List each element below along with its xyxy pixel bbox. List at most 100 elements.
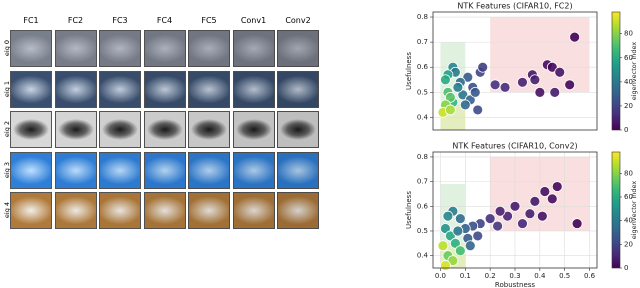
y-tick-label: 0.8 [417, 153, 428, 161]
column-label: Conv1 [240, 16, 267, 25]
scatter-point [546, 61, 558, 73]
chart-title: NTK Features (CIFAR10, FC2) [457, 2, 572, 11]
scatter-point [477, 61, 489, 73]
feature-image [10, 111, 52, 148]
feature-image [99, 192, 141, 229]
scatter-point [539, 186, 551, 197]
feature-image [10, 70, 52, 108]
column-label: FC2 [67, 16, 84, 25]
colorbar-tick-label: 80 [624, 30, 633, 38]
y-tick-label: 0.4 [417, 252, 429, 260]
feature-image [54, 151, 97, 189]
colorbar-tick-label: 0 [624, 126, 628, 134]
plot-frame [432, 151, 598, 269]
x-axis-label: Robustness [495, 281, 535, 288]
colorbar-label: eigenvector index [630, 181, 638, 240]
feature-image [277, 111, 319, 148]
x-tick-label: 0.2 [485, 272, 496, 280]
colorbar-tick-label: 60 [624, 54, 633, 62]
scatter-point [452, 225, 464, 237]
scatter-point [524, 208, 536, 220]
feature-image [143, 111, 186, 148]
scatter-point [437, 240, 449, 252]
feature-image [232, 151, 275, 189]
colorbar [611, 11, 621, 131]
colorbar [611, 151, 621, 269]
y-tick-label: 0.7 [417, 38, 428, 46]
feature-image [232, 70, 275, 108]
scatter-point [571, 218, 583, 229]
scatter-point [569, 31, 581, 43]
feature-image [232, 111, 275, 148]
feature-image [188, 192, 230, 229]
x-tick-label: 0.1 [460, 272, 471, 280]
column-label: Conv2 [285, 16, 311, 25]
image-grid: FC1 FC2 FC3 FC4 FC5 Conv1 Conv2 eig 0 eig 1 eig 2… [0, 0, 330, 240]
feature-image [232, 30, 275, 67]
scatter-point [564, 79, 576, 91]
feature-image [10, 192, 52, 229]
colorbar-tick-label: 20 [624, 240, 633, 248]
feature-image [54, 70, 97, 108]
y-tick-label: 0.4 [417, 113, 429, 121]
feature-image [54, 111, 97, 148]
colorbar-tick-label: 20 [624, 102, 633, 110]
scatter-point [449, 237, 461, 249]
y-axis-label: Usefulness [405, 191, 413, 229]
scatter-point [517, 76, 528, 88]
feature-image [143, 30, 186, 67]
feature-image [99, 151, 141, 189]
scatter-point [442, 210, 454, 222]
feature-image [10, 151, 52, 189]
feature-image [277, 192, 319, 229]
colorbar-tick-label: 40 [624, 217, 633, 225]
x-tick-label: 0.5 [559, 272, 570, 280]
scatter-point [464, 240, 476, 252]
scatter-point [529, 74, 541, 86]
y-axis-label: Usefulness [405, 52, 413, 90]
feature-image [54, 192, 97, 229]
scatter-point [551, 181, 563, 192]
scatter-point [536, 210, 548, 222]
scatter-point [444, 230, 456, 242]
scatter-point [549, 86, 561, 98]
column-label: FC3 [112, 16, 128, 25]
colorbar-tick-label: 80 [624, 169, 633, 177]
scatter-point [472, 104, 484, 116]
scatter-point [492, 220, 504, 232]
x-tick-label: 0.0 [435, 272, 446, 280]
colorbar-label: eigenvector index [630, 42, 638, 101]
feature-image [188, 111, 230, 148]
feature-image [10, 30, 52, 67]
scatter-point [444, 104, 456, 116]
scatter-point [440, 74, 451, 86]
plot-frame [432, 11, 598, 131]
scatter-point [462, 71, 474, 83]
feature-image [143, 151, 186, 189]
y-tick-label: 0.8 [417, 13, 428, 21]
scatter-point [469, 86, 481, 98]
scatter-point [447, 255, 459, 266]
scatter-point [499, 81, 511, 93]
y-tick-label: 0.5 [417, 88, 428, 96]
x-tick-label: 0.4 [534, 272, 546, 280]
scatter-point [517, 218, 528, 229]
scatter-point [440, 260, 451, 271]
scatter-point [502, 210, 513, 222]
scatter-point [484, 213, 496, 225]
feature-image [277, 30, 319, 67]
y-tick-label: 0.6 [417, 202, 429, 210]
column-label: FC4 [156, 16, 173, 25]
feature-image [143, 70, 186, 108]
feature-image [188, 70, 230, 108]
x-tick-label: 0.3 [509, 272, 520, 280]
y-tick-label: 0.7 [417, 178, 428, 186]
scatter-point [472, 230, 484, 242]
scatter-point [489, 79, 501, 91]
colorbar-tick-label: 0 [624, 264, 628, 272]
chart-title: NTK Features (CIFAR10, Conv2) [452, 142, 577, 151]
scatter-point [494, 205, 506, 217]
column-label: FC1 [23, 16, 39, 25]
